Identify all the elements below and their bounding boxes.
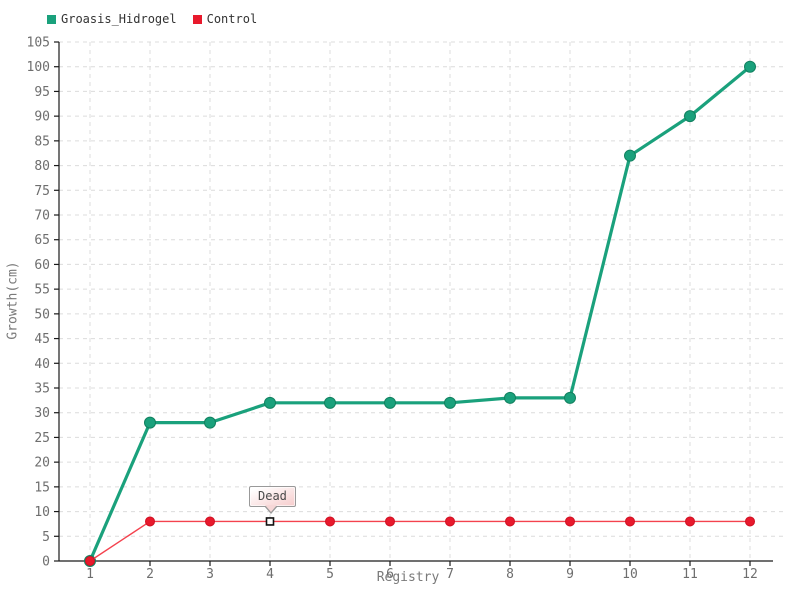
dead-tooltip-label: Dead: [258, 489, 287, 504]
x-tick-label: 2: [146, 567, 154, 582]
y-tick-label: 45: [34, 332, 50, 347]
data-point-control-x2[interactable]: [145, 516, 155, 527]
x-tick-label: 11: [682, 567, 698, 582]
data-point-control-x12[interactable]: [745, 516, 755, 527]
y-tick-label: 95: [34, 85, 50, 100]
legend-item-groasis-hidrogel[interactable]: Groasis_Hidrogel: [47, 12, 177, 26]
y-tick-label: 30: [34, 406, 50, 421]
data-point-groasis_hidrogel-x12[interactable]: [744, 60, 756, 73]
y-tick-label: 100: [27, 60, 50, 75]
data-point-groasis_hidrogel-x8[interactable]: [504, 391, 516, 404]
y-tick-label: 40: [34, 357, 50, 372]
y-tick-label: 20: [34, 456, 50, 471]
data-point-groasis_hidrogel-x4[interactable]: [264, 396, 276, 409]
dead-tooltip: Dead: [249, 486, 296, 515]
y-tick-label: 60: [34, 258, 50, 273]
x-tick-label: 7: [446, 567, 454, 582]
x-axis-title: Registry: [376, 570, 440, 585]
series-line-groasis_hidrogel: [88, 65, 752, 563]
x-tick-label: 3: [206, 567, 214, 582]
x-tick-label: 8: [506, 567, 514, 582]
x-tick-label: 1: [86, 567, 94, 582]
y-tick-label: 85: [34, 134, 50, 149]
y-tick-label: 65: [34, 233, 50, 248]
chart-legend: Groasis_Hidrogel Control: [47, 12, 257, 26]
series-line-control: [89, 520, 751, 562]
data-point-control-x11[interactable]: [685, 516, 695, 527]
y-tick-label: 70: [34, 209, 50, 224]
x-tick-label: 12: [742, 567, 758, 582]
data-point-groasis_hidrogel-x5[interactable]: [324, 396, 336, 409]
y-axis-title: Growth(cm): [5, 261, 21, 340]
y-tick-label: 0: [42, 555, 50, 570]
y-tick-label: 5: [42, 530, 50, 545]
data-point-control-x9[interactable]: [565, 516, 575, 527]
data-point-control-x1[interactable]: [85, 556, 95, 566]
x-tick-label: 10: [622, 567, 638, 582]
y-tick-label: 90: [34, 110, 50, 125]
data-point-control-x10[interactable]: [625, 516, 635, 527]
groasis-hidrogel-swatch-icon: [47, 14, 56, 24]
data-point-control-x3[interactable]: [205, 516, 215, 527]
data-point-control-x8[interactable]: [505, 516, 515, 527]
data-point-control-x7[interactable]: [445, 516, 455, 527]
data-point-groasis_hidrogel-x3[interactable]: [204, 416, 216, 429]
dead-data-point[interactable]: [265, 517, 275, 526]
data-point-groasis_hidrogel-x9[interactable]: [564, 391, 576, 404]
legend-item-control[interactable]: Control: [192, 12, 258, 26]
legend-label-control: Control: [206, 12, 258, 26]
x-tick-label: 5: [326, 567, 334, 582]
y-tick-label: 75: [34, 184, 50, 199]
data-point-groasis_hidrogel-x7[interactable]: [444, 396, 456, 409]
y-tick-label: 80: [34, 159, 50, 174]
x-tick-label: 6: [386, 567, 394, 582]
control-swatch-icon: [192, 14, 202, 24]
data-point-groasis_hidrogel-x2[interactable]: [144, 416, 156, 429]
y-tick-label: 105: [27, 36, 50, 51]
data-point-groasis_hidrogel-x10[interactable]: [624, 149, 636, 162]
data-point-control-x5[interactable]: [325, 516, 335, 527]
y-tick-label: 10: [34, 505, 50, 520]
y-tick-label: 50: [34, 307, 50, 322]
x-tick-label: 4: [266, 567, 274, 582]
y-tick-label: 25: [34, 431, 50, 446]
data-point-groasis_hidrogel-x6[interactable]: [384, 396, 396, 409]
y-tick-label: 55: [34, 283, 50, 298]
data-point-groasis_hidrogel-x11[interactable]: [684, 110, 696, 123]
x-tick-label: 9: [566, 567, 574, 582]
data-point-control-x6[interactable]: [385, 516, 395, 527]
y-tick-label: 15: [34, 480, 50, 495]
legend-label-groasis-hidrogel: Groasis_Hidrogel: [61, 12, 177, 26]
y-tick-label: 35: [34, 382, 50, 397]
